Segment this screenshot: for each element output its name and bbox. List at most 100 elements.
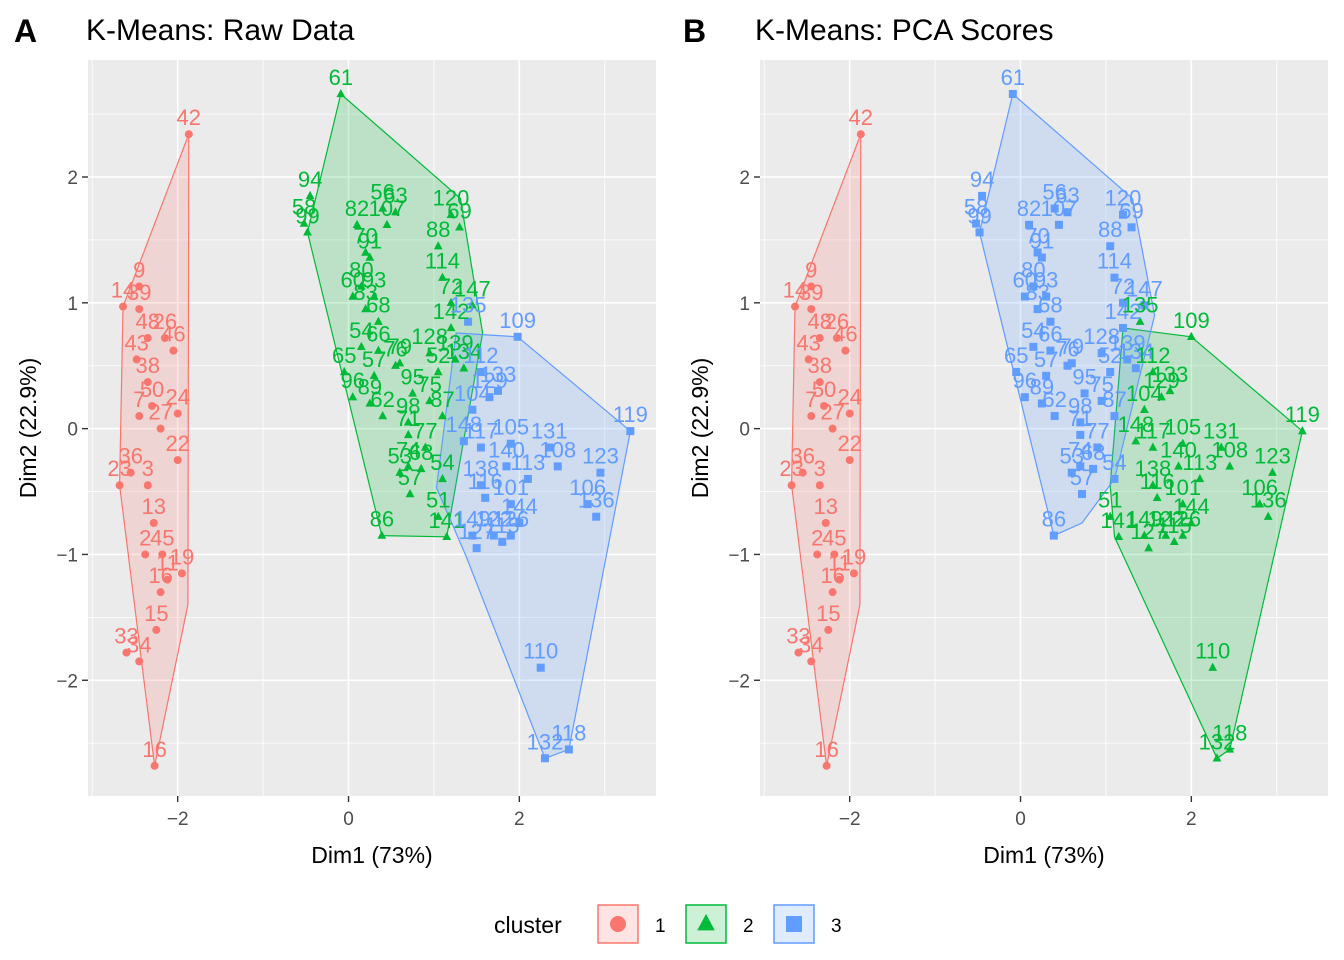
- point-label-107: 107: [369, 196, 406, 221]
- point-label-134: 134: [445, 339, 482, 364]
- point-label-112: 112: [463, 343, 498, 368]
- point-label-89: 89: [358, 374, 382, 399]
- point-label-141: 141: [1100, 508, 1137, 533]
- point-label-76: 76: [383, 337, 407, 362]
- point-label-26: 26: [153, 309, 177, 334]
- point-14: [119, 302, 128, 311]
- panel-a: A K-Means: Raw Data 42149392646484338750…: [14, 13, 656, 868]
- point-label-56: 56: [1042, 179, 1066, 204]
- point-69: [455, 222, 464, 231]
- cluster-3-hull: [435, 332, 632, 760]
- point-62: [1050, 412, 1059, 421]
- cluster-2-hull: [1109, 327, 1304, 760]
- panel-b: B K-Means: PCA Scores 421493926464843387…: [683, 13, 1328, 868]
- point-53: [395, 467, 405, 476]
- point-57: [405, 489, 415, 498]
- point-label-65: 65: [332, 343, 356, 368]
- point-label-14: 14: [783, 278, 807, 303]
- point-label-68: 68: [409, 440, 433, 465]
- point-label-96: 96: [1013, 368, 1037, 393]
- point-label-136: 136: [578, 488, 615, 513]
- y-tick-label: 0: [739, 420, 750, 441]
- point-2: [141, 550, 150, 559]
- point-148: [459, 437, 468, 446]
- point-label-117: 117: [1135, 419, 1170, 444]
- point-119: [626, 427, 635, 436]
- point-53: [1067, 468, 1076, 477]
- point-label-135: 135: [450, 293, 487, 318]
- point-131: [1216, 442, 1226, 451]
- legend-title: cluster: [494, 912, 562, 938]
- point-88: [433, 241, 443, 250]
- point-115: [1169, 536, 1179, 546]
- point-label-48: 48: [808, 309, 832, 334]
- point-72: [1119, 298, 1128, 307]
- point-33: [794, 648, 803, 657]
- point-label-109: 109: [1173, 308, 1210, 333]
- point-45: [158, 550, 167, 559]
- point-label-131: 131: [531, 419, 568, 444]
- point-38: [143, 378, 152, 387]
- point-label-75: 75: [417, 372, 441, 397]
- point-66: [374, 345, 383, 354]
- point-label-33: 33: [786, 624, 810, 649]
- point-label-72: 72: [439, 274, 463, 299]
- point-label-94: 94: [298, 167, 322, 192]
- point-114: [438, 272, 447, 281]
- point-label-123: 123: [582, 444, 619, 469]
- point-16: [156, 588, 165, 597]
- point-label-62: 62: [1042, 387, 1066, 412]
- point-label-149: 149: [454, 507, 491, 532]
- point-label-79: 79: [1060, 334, 1084, 359]
- legend-label-2: 2: [743, 916, 754, 937]
- point-label-83: 83: [1025, 280, 1049, 305]
- point-label-72: 72: [1111, 274, 1135, 299]
- point-label-3: 3: [142, 456, 154, 481]
- point-label-87: 87: [1102, 387, 1126, 412]
- point-43: [804, 355, 813, 364]
- cluster-1-hull: [790, 133, 862, 766]
- point-106: [1255, 499, 1265, 508]
- point-label-112: 112: [1135, 343, 1170, 368]
- panel-b-hulls: [790, 92, 1304, 766]
- point-label-140: 140: [488, 437, 525, 462]
- y-tick-label: −1: [56, 545, 78, 566]
- point-label-104: 104: [454, 381, 491, 406]
- point-label-138: 138: [1135, 456, 1172, 481]
- point-16: [828, 588, 837, 597]
- point-label-57: 57: [1034, 347, 1058, 372]
- y-tick-label: −2: [56, 671, 78, 692]
- point-99: [975, 228, 984, 237]
- point-77: [1093, 443, 1102, 452]
- point-86: [1049, 531, 1058, 540]
- point-label-86: 86: [1042, 507, 1066, 532]
- point-label-122: 122: [475, 507, 512, 532]
- point-61: [336, 88, 346, 98]
- panel-b-grid: [760, 60, 1328, 796]
- point-57: [1042, 371, 1051, 380]
- point-label-2: 2: [139, 525, 151, 550]
- point-label-120: 120: [1105, 186, 1142, 211]
- point-label-22: 22: [165, 431, 189, 456]
- point-54: [356, 341, 366, 351]
- point-label-106: 106: [569, 475, 606, 500]
- point-80: [1029, 282, 1038, 291]
- point-label-70: 70: [353, 223, 377, 248]
- point-135: [464, 317, 473, 326]
- point-72: [446, 297, 456, 307]
- point-134: [459, 363, 469, 372]
- point-label-110: 110: [523, 639, 558, 664]
- point-23: [115, 481, 124, 490]
- point-label-147: 147: [454, 276, 491, 301]
- legend-label-1: 1: [655, 916, 666, 937]
- point-label-2: 2: [811, 525, 823, 550]
- point-36: [126, 468, 135, 477]
- point-133: [493, 386, 502, 395]
- point-label-43: 43: [796, 330, 820, 355]
- panel-a-points: [115, 88, 635, 770]
- point-52: [1106, 368, 1115, 377]
- point-label-39: 39: [799, 280, 823, 305]
- point-33: [122, 648, 131, 657]
